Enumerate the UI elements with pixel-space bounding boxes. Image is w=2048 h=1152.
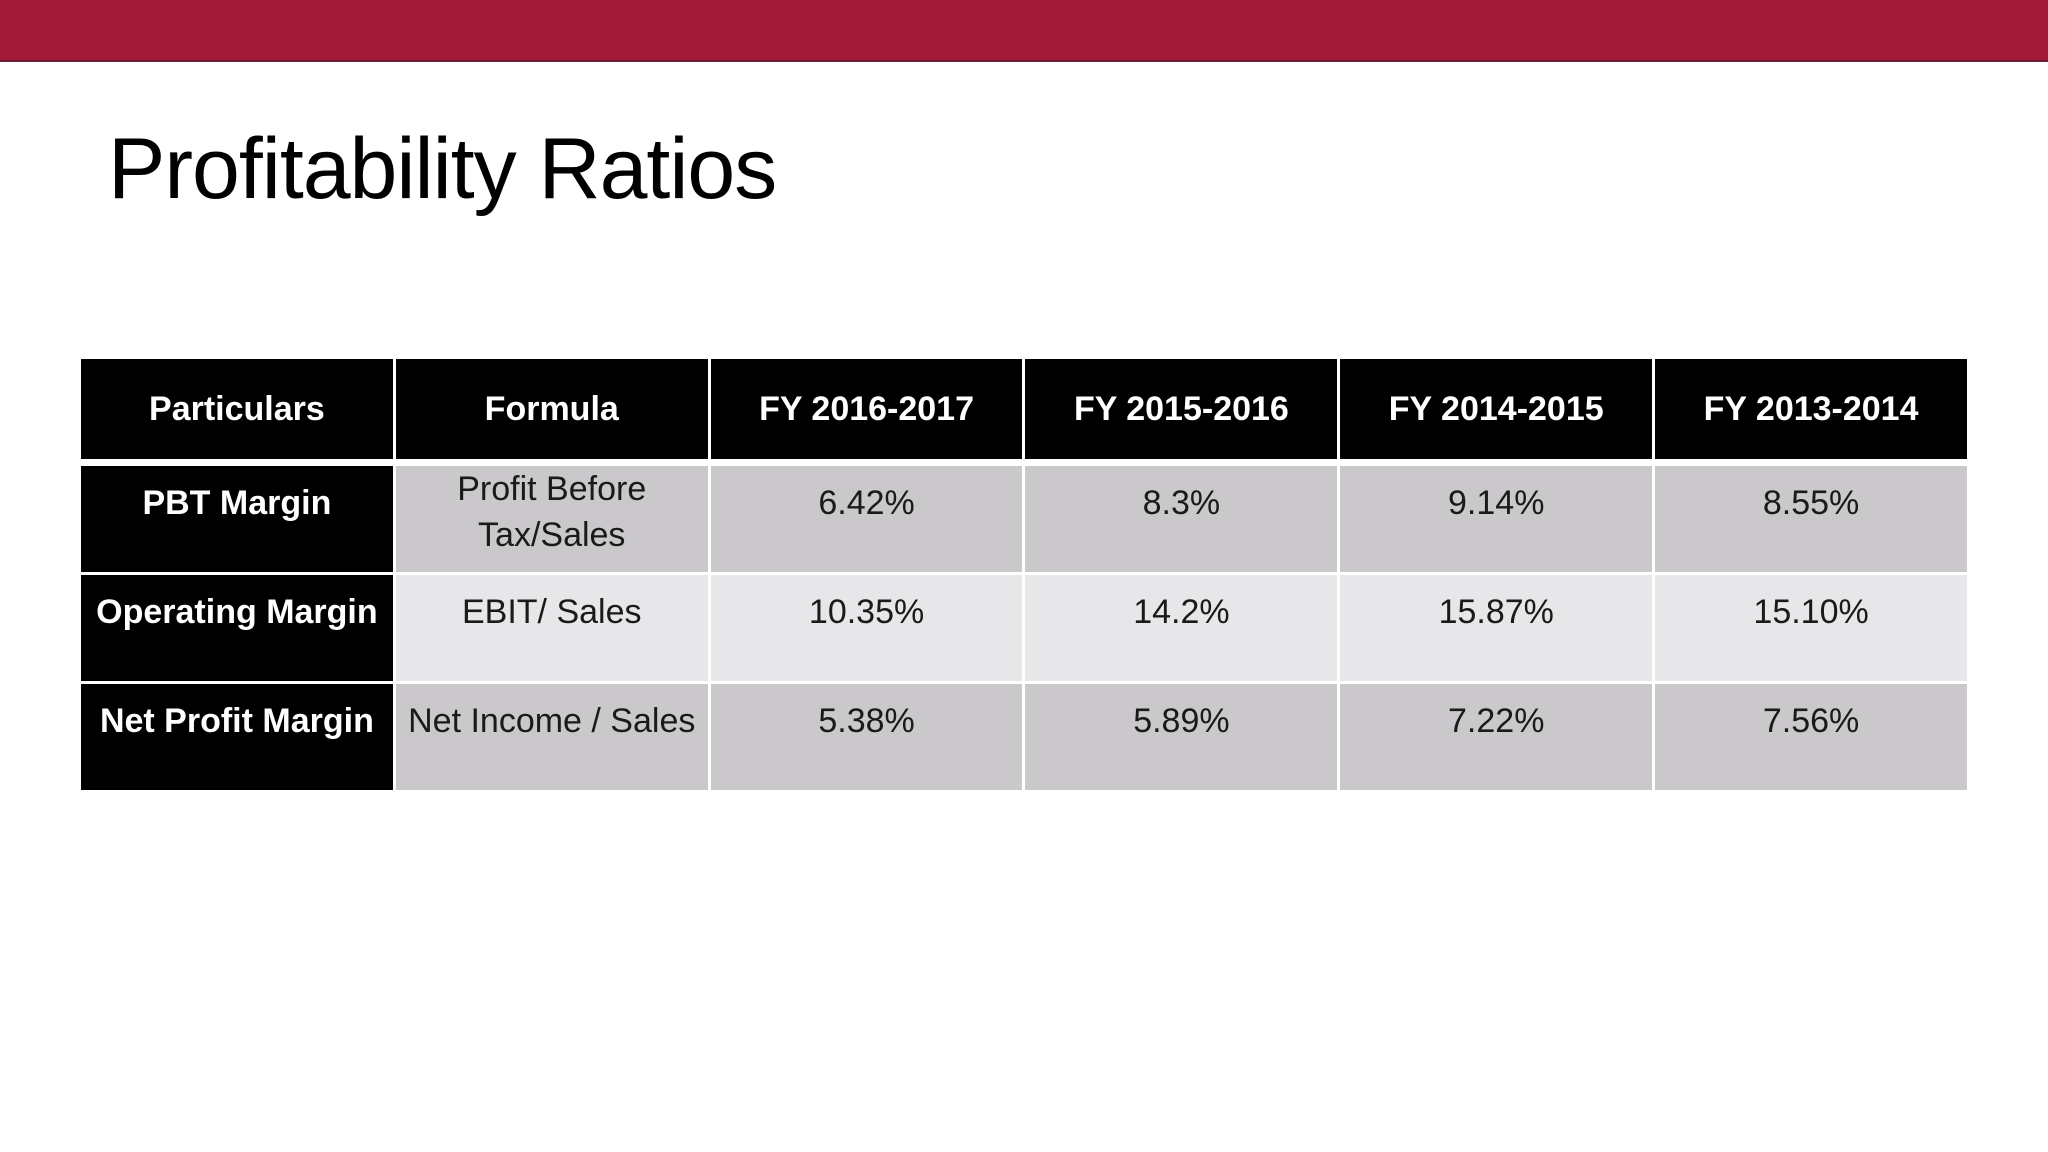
value-cell: 8.55%: [1655, 466, 1967, 572]
table-header-row: Particulars Formula FY 2016-2017 FY 2015…: [81, 359, 1967, 463]
value-cell: 5.89%: [1025, 684, 1338, 790]
header-fy-2016-2017: FY 2016-2017: [710, 359, 1023, 463]
value-cell: 7.56%: [1655, 684, 1967, 790]
header-particulars: Particulars: [81, 359, 393, 463]
formula-pbt-margin: Profit Before Tax/Sales: [395, 466, 708, 572]
value-cell: 10.35%: [710, 575, 1023, 681]
header-fy-2015-2016: FY 2015-2016: [1025, 359, 1338, 463]
row-label-pbt-margin: PBT Margin: [81, 466, 393, 572]
value-cell: 7.22%: [1340, 684, 1653, 790]
value-cell: 15.10%: [1655, 575, 1967, 681]
profitability-ratios-table: Particulars Formula FY 2016-2017 FY 2015…: [78, 356, 1970, 793]
value-cell: 14.2%: [1025, 575, 1338, 681]
table-row: PBT Margin Profit Before Tax/Sales 6.42%…: [81, 466, 1967, 572]
value-cell: 5.38%: [710, 684, 1023, 790]
formula-net-profit-margin: Net Income / Sales: [395, 684, 708, 790]
top-accent-bar: [0, 0, 2048, 62]
value-cell: 9.14%: [1340, 466, 1653, 572]
value-cell: 15.87%: [1340, 575, 1653, 681]
header-formula: Formula: [395, 359, 708, 463]
slide-title: Profitability Ratios: [108, 121, 777, 217]
formula-operating-margin: EBIT/ Sales: [395, 575, 708, 681]
table-row: Operating Margin EBIT/ Sales 10.35% 14.2…: [81, 575, 1967, 681]
header-fy-2014-2015: FY 2014-2015: [1340, 359, 1653, 463]
row-label-operating-margin: Operating Margin: [81, 575, 393, 681]
table-row: Net Profit Margin Net Income / Sales 5.3…: [81, 684, 1967, 790]
row-label-net-profit-margin: Net Profit Margin: [81, 684, 393, 790]
value-cell: 8.3%: [1025, 466, 1338, 572]
value-cell: 6.42%: [710, 466, 1023, 572]
header-fy-2013-2014: FY 2013-2014: [1655, 359, 1967, 463]
